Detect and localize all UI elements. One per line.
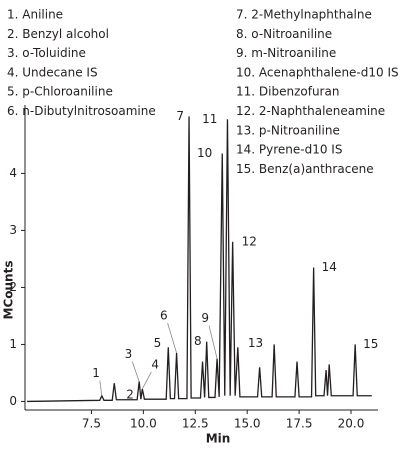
y-tick-label: 3: [9, 223, 17, 237]
legend-entry: 15. Benz(a)anthracene: [236, 162, 374, 176]
leader-line: [141, 371, 152, 390]
peak-label: 14: [322, 260, 337, 274]
legend-entry: 5. p-Chloroaniline: [7, 85, 113, 99]
peak-label: 13: [248, 336, 263, 350]
leader-line: [131, 361, 140, 382]
peak-label: 6: [160, 308, 168, 322]
legend-entry: 3. o-Toluidine: [7, 46, 86, 60]
x-tick-label: 12.5: [182, 417, 209, 431]
leader-line: [208, 325, 218, 359]
x-tick-label: 20.0: [338, 417, 365, 431]
x-tick-label: 15.0: [234, 417, 261, 431]
x-axis-label: Min: [206, 432, 231, 446]
legend-entry: 14. Pyrene-d10 IS: [236, 143, 342, 157]
legend-entry: 9. m-Nitroaniline: [236, 46, 336, 60]
peak-label: 5: [154, 336, 162, 350]
x-tick-label: 7.5: [82, 417, 101, 431]
legend-entry: 7. 2-Methylnaphthalne: [236, 8, 372, 22]
legend-entry: 13. p-Nitroaniline: [236, 123, 340, 137]
trace: [27, 116, 372, 403]
legend-entry: 11. Dibenzofuran: [236, 85, 339, 99]
legend-entry: 2. Benzyl alcohol: [7, 27, 109, 41]
y-tick-label: 1: [9, 337, 17, 351]
peak-label: 4: [151, 357, 159, 371]
x-tick-label: 10.0: [130, 417, 157, 431]
legend-entry: 1. Aniline: [7, 8, 63, 22]
leader-line: [167, 322, 177, 354]
peak-label: 3: [125, 347, 133, 361]
peak-label: 10: [197, 146, 212, 160]
legend-entry: 10. Acenaphthalene-d10 IS: [236, 65, 399, 79]
leader-line: [99, 380, 103, 396]
peak-label: 11: [202, 112, 217, 126]
peak-label: 8: [194, 334, 202, 348]
peak-label: 1: [92, 366, 100, 380]
y-tick-label: 4: [9, 166, 17, 180]
x-tick-label: 17.5: [286, 417, 313, 431]
legend-entry: 6. n-Dibutylnitrosoamine: [7, 104, 156, 118]
peak-label: 2: [126, 388, 134, 402]
peak-label: 12: [242, 234, 257, 248]
peak-label: 9: [201, 311, 209, 325]
legend-entry: 4. Undecane IS: [7, 65, 98, 79]
peak-label: 7: [176, 109, 184, 123]
peak-label: 15: [363, 337, 378, 351]
y-tick-label: 2: [9, 280, 17, 294]
y-axis-label: MCounts: [2, 261, 16, 320]
legend-entry: 12. 2-Naphthaleneamine: [236, 104, 385, 118]
y-tick-label: 0: [9, 394, 17, 408]
legend-entry: 8. o-Nitroaniline: [236, 27, 332, 41]
